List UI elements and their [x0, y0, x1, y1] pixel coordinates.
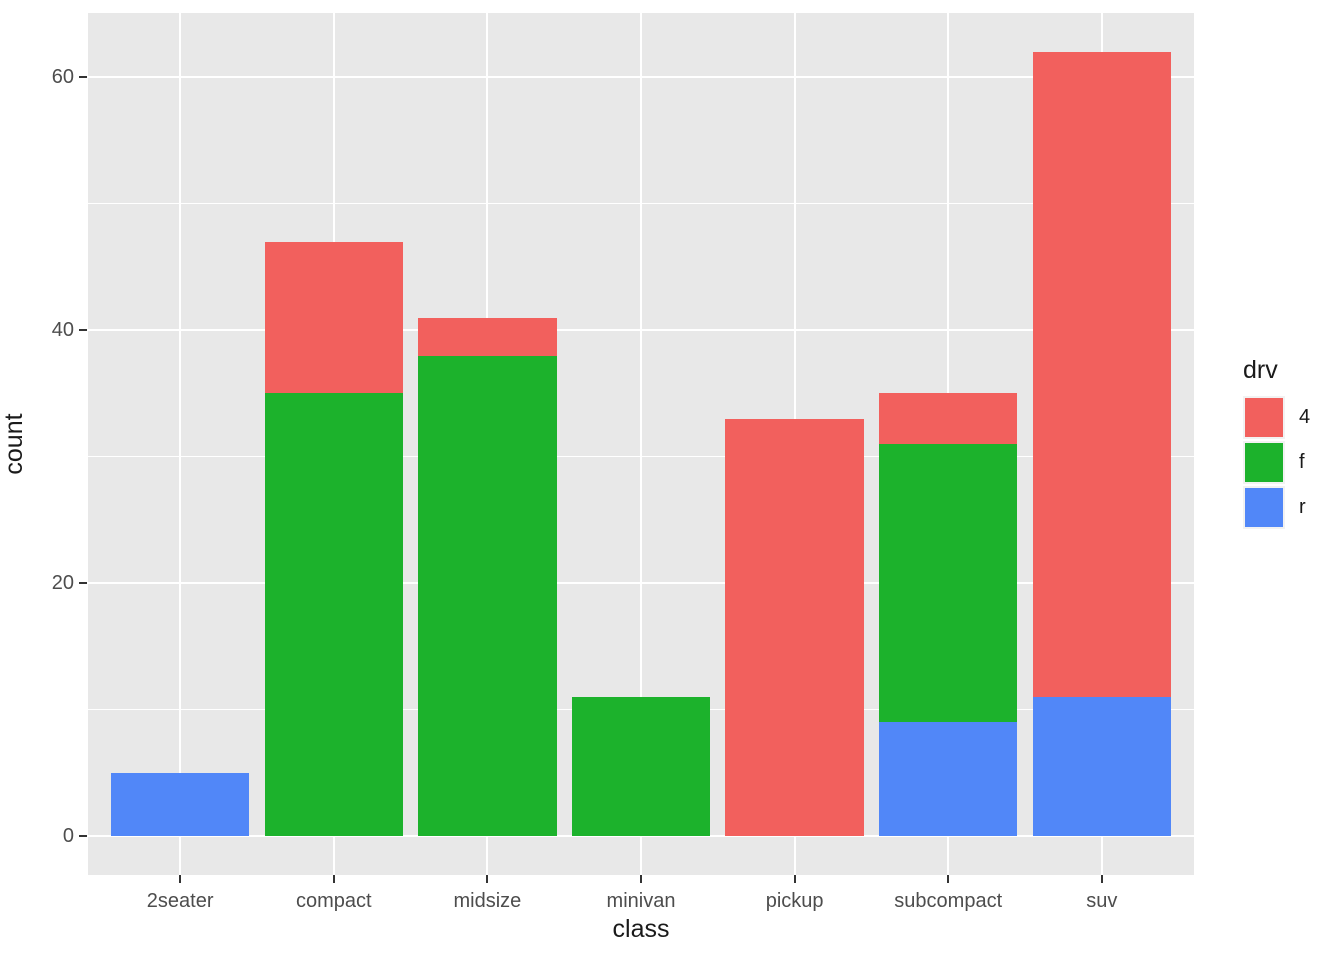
x-axis-title: class	[612, 915, 670, 943]
gridline-x-2seater	[179, 13, 182, 875]
bar-segment-midsize-drv-4[interactable]	[418, 317, 557, 356]
legend-label-f: f	[1299, 451, 1305, 473]
plot-panel	[88, 13, 1194, 875]
x-tick-mark-minivan	[640, 875, 642, 883]
bar-segment-compact-drv-4[interactable]	[264, 241, 403, 394]
legend-label-r: r	[1299, 496, 1306, 518]
y-tick-label-60: 60	[51, 66, 74, 89]
legend-key-f[interactable]	[1243, 441, 1285, 484]
legend-key-4[interactable]	[1243, 396, 1285, 439]
x-tick-mark-subcompact	[947, 875, 950, 883]
x-tick-mark-2seater	[179, 875, 182, 883]
x-tick-mark-suv	[1100, 875, 1103, 883]
x-tick-label-subcompact: subcompact	[894, 890, 1003, 912]
y-tick-label-40: 40	[51, 319, 74, 342]
legend-swatch-4	[1245, 398, 1283, 437]
bar-segment-midsize-drv-f[interactable]	[418, 355, 557, 836]
bar-segment-compact-drv-f[interactable]	[264, 393, 403, 836]
x-tick-label-minivan: minivan	[606, 890, 676, 912]
bar-segment-suv-drv-4[interactable]	[1032, 52, 1171, 697]
gridline-x-minivan	[640, 13, 642, 875]
y-tick-mark-40	[79, 329, 87, 332]
y-tick-mark-60	[79, 76, 87, 79]
y-tick-label-0: 0	[62, 824, 74, 847]
bar-segment-pickup-drv-4[interactable]	[725, 418, 864, 836]
bar-segment-minivan-drv-f[interactable]	[571, 696, 711, 836]
bar-segment-subcompact-drv-f[interactable]	[879, 444, 1018, 723]
x-tick-label-midsize: midsize	[453, 890, 522, 912]
bar-segment-2seater-drv-r[interactable]	[111, 772, 250, 836]
x-tick-label-compact: compact	[295, 890, 372, 912]
legend-title: drv	[1243, 356, 1278, 384]
y-tick-label-20: 20	[51, 572, 74, 595]
y-tick-mark-20	[79, 582, 87, 585]
bar-segment-suv-drv-r[interactable]	[1032, 696, 1171, 836]
legend-key-r[interactable]	[1243, 486, 1285, 529]
x-tick-label-2seater: 2seater	[146, 890, 214, 912]
x-tick-label-pickup: pickup	[765, 890, 824, 912]
x-tick-mark-pickup	[793, 875, 796, 883]
bar-segment-subcompact-drv-r[interactable]	[879, 722, 1018, 836]
legend-swatch-r	[1245, 488, 1283, 527]
x-tick-mark-compact	[332, 875, 335, 883]
legend-swatch-f	[1245, 443, 1283, 482]
x-tick-label-suv: suv	[1086, 890, 1118, 912]
y-tick-mark-0	[79, 834, 87, 837]
x-tick-mark-midsize	[486, 875, 489, 883]
legend-label-4: 4	[1299, 406, 1311, 428]
bar-segment-subcompact-drv-4[interactable]	[879, 393, 1018, 444]
y-axis-title: count	[0, 413, 28, 475]
